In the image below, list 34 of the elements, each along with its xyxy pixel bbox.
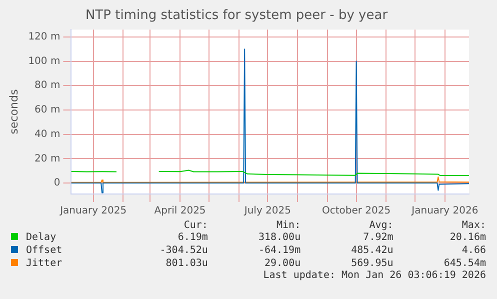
y-tick-label: 100 m	[28, 56, 60, 67]
text: -64.19m	[257, 244, 302, 257]
text: 6.19m	[176, 231, 209, 244]
text: 20.16m	[448, 231, 487, 244]
text: Min:	[276, 220, 302, 231]
text: -304.52u	[158, 244, 209, 257]
x-tick-label: January 2026	[410, 206, 478, 217]
legend-label: Delay	[26, 232, 56, 243]
text: 801.03u	[164, 257, 209, 270]
text: 645.54m	[442, 257, 487, 270]
x-tick-label: January 2025	[59, 206, 127, 217]
x-tick-label: April 2025	[154, 206, 206, 217]
text: Cur:	[182, 220, 209, 231]
y-tick-label: 20 m	[34, 153, 60, 164]
text: 569.95u	[350, 257, 394, 270]
x-tick-label: July 2025	[243, 206, 292, 217]
text: Last update: Mon Jan 26 03:06:19 2026	[262, 270, 487, 281]
text: Avg:	[368, 220, 394, 231]
text: 318.00u	[257, 231, 302, 244]
chart-title: NTP timing statistics for system peer - by year	[85, 8, 388, 24]
text: 4.66	[460, 244, 487, 257]
text: 485.42u	[350, 244, 394, 257]
legend-label: Jitter	[26, 258, 62, 269]
y-tick-label: 0	[54, 178, 60, 189]
y-tick-label: 120 m	[28, 32, 60, 42]
x-tick-label: October 2025	[322, 206, 391, 217]
text: 29.00u	[263, 257, 302, 270]
text: 7.92m	[362, 231, 394, 244]
y-tick-label: 60 m	[34, 104, 60, 116]
text: Max:	[460, 220, 487, 231]
y-axis-title: seconds	[7, 89, 20, 134]
y-tick-label: 40 m	[34, 128, 60, 140]
legend-label: Offset	[26, 245, 62, 256]
y-tick-label: 80 m	[34, 80, 60, 92]
